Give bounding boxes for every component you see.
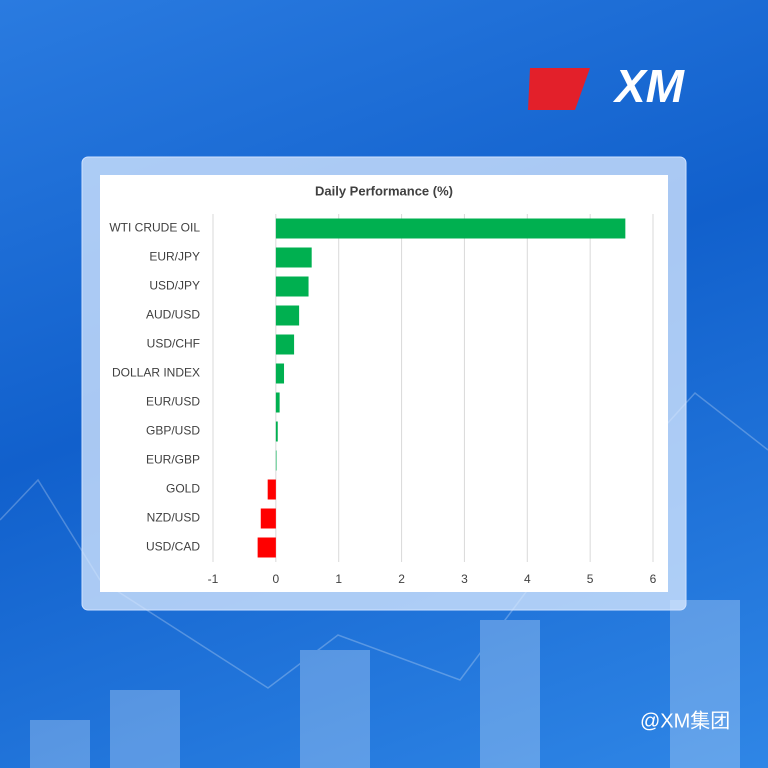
bar <box>260 508 276 529</box>
y-tick-label: NZD/USD <box>147 511 201 525</box>
bar <box>257 537 276 558</box>
bar <box>267 479 276 500</box>
y-tick-label: WTI CRUDE OIL <box>109 221 200 235</box>
bar <box>275 276 309 297</box>
bar <box>275 334 295 355</box>
x-tick-label: 1 <box>335 572 342 586</box>
x-tick-label: 2 <box>398 572 405 586</box>
y-tick-label: USD/CHF <box>147 337 200 351</box>
x-tick-label: 4 <box>524 572 531 586</box>
logo: XM <box>612 60 686 112</box>
bar <box>275 218 626 239</box>
chart-title: Daily Performance (%) <box>315 183 453 198</box>
bar <box>275 392 280 413</box>
y-tick-label: EUR/JPY <box>149 250 200 264</box>
y-tick-label: GOLD <box>166 482 200 496</box>
x-tick-label: 3 <box>461 572 468 586</box>
y-tick-label: EUR/GBP <box>146 453 200 467</box>
x-tick-label: 0 <box>273 572 280 586</box>
bar <box>275 450 277 471</box>
bar <box>275 363 285 384</box>
logo-mark <box>528 68 590 110</box>
bar <box>275 421 278 442</box>
y-tick-label: USD/JPY <box>149 279 200 293</box>
decor <box>0 391 768 768</box>
x-tick-label: 5 <box>587 572 594 586</box>
y-tick-label: USD/CAD <box>146 540 200 554</box>
x-tick-label: -1 <box>208 572 219 586</box>
y-tick-label: GBP/USD <box>146 424 200 438</box>
bar <box>275 305 300 326</box>
y-tick-label: EUR/USD <box>146 395 200 409</box>
bar <box>275 247 312 268</box>
plot-area <box>100 175 668 592</box>
y-tick-label: DOLLAR INDEX <box>112 366 200 380</box>
y-tick-label: AUD/USD <box>146 308 200 322</box>
x-tick-label: 6 <box>650 572 657 586</box>
watermark: @XM集团 <box>640 709 730 732</box>
